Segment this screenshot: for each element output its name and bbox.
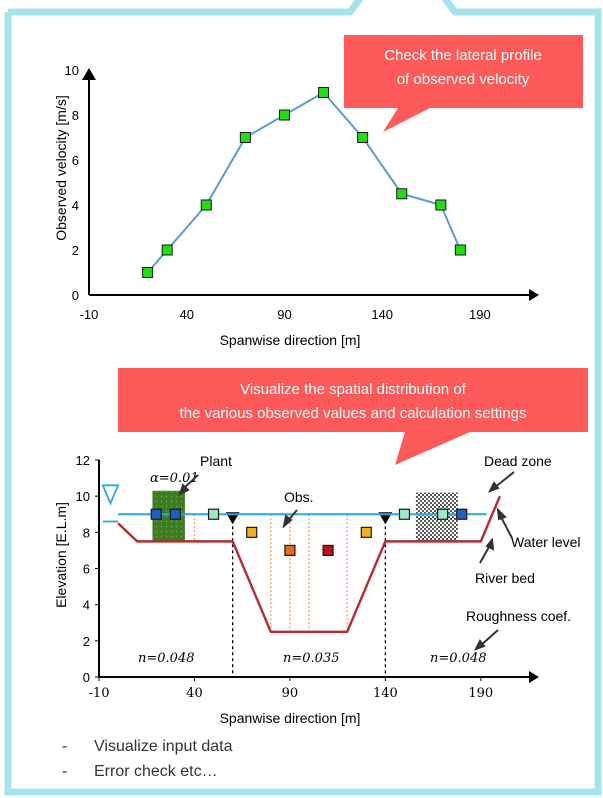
y-tick-label: 2 bbox=[83, 634, 90, 649]
top-callout: Check the lateral profile of observed ve… bbox=[344, 35, 583, 132]
chart1-y-label: Observed velocity [m/s] bbox=[53, 95, 69, 241]
roughness-coef-annotation: Roughness coef. bbox=[466, 608, 571, 624]
y-tick-label: 8 bbox=[72, 108, 79, 123]
x-tick-label: 40 bbox=[179, 307, 193, 322]
observation-point bbox=[398, 508, 411, 520]
data-point bbox=[200, 199, 212, 211]
roughness-left: n=0.048 bbox=[138, 651, 194, 666]
data-point bbox=[454, 244, 466, 256]
dead-zone-annotation: Dead zone bbox=[484, 453, 552, 469]
velocity-chart: -10 40 90 140 190 0 2 4 6 8 10 bbox=[65, 63, 539, 322]
data-point bbox=[396, 188, 408, 200]
x-axis-arrow bbox=[529, 289, 539, 301]
y-tick-label: 0 bbox=[83, 670, 90, 685]
annotation-arrows bbox=[178, 471, 515, 651]
river-bed-annotation: River bed bbox=[475, 570, 535, 586]
observation-point bbox=[437, 508, 449, 520]
data-point bbox=[435, 199, 447, 211]
x-tick-label: -10 bbox=[80, 307, 99, 322]
observation-point bbox=[169, 508, 181, 520]
panel-frame bbox=[4, 0, 602, 796]
chart2-x-label: Spanwise direction [m] bbox=[220, 710, 361, 726]
y-tick-label: 6 bbox=[72, 153, 79, 168]
plant-annotation: Plant bbox=[200, 453, 232, 469]
observation-point bbox=[246, 526, 258, 538]
x-tick-label: 140 bbox=[371, 307, 393, 322]
x-tick-label: 90 bbox=[282, 686, 299, 701]
water-symbol-triangle bbox=[101, 484, 120, 506]
roughness-right: n=0.048 bbox=[430, 651, 486, 666]
obs-annotation: Obs. bbox=[284, 489, 314, 505]
y-tick-label: 2 bbox=[72, 243, 79, 258]
data-point bbox=[161, 244, 173, 256]
data-point bbox=[357, 132, 369, 143]
y-axis-arrow bbox=[82, 68, 96, 80]
y-tick-label: 4 bbox=[83, 598, 90, 613]
chart1-x-label: Spanwise direction [m] bbox=[220, 332, 361, 348]
dead-zone-area bbox=[415, 492, 458, 542]
middle-callout-line1: Visualize the spatial distribution of bbox=[240, 381, 467, 398]
alpha-label: α=0.01 bbox=[150, 471, 199, 486]
data-point bbox=[239, 132, 251, 143]
data-point bbox=[318, 87, 330, 98]
observation-point bbox=[284, 544, 296, 557]
x-tick-label: 140 bbox=[373, 686, 398, 701]
chart2-y-label: Elevation [E.L.m] bbox=[53, 502, 69, 608]
river-bed-line bbox=[117, 495, 502, 633]
cross-section-chart: -10 40 90 140 190 0 2 4 6 8 10 12 bbox=[76, 453, 539, 701]
observation-point bbox=[322, 544, 334, 557]
y-tick-label: 8 bbox=[83, 525, 90, 540]
bullet-item: Error check etc… bbox=[62, 759, 232, 784]
y-tick-label: 6 bbox=[83, 562, 90, 577]
x-axis-arrow bbox=[529, 671, 539, 683]
y-tick-label: 10 bbox=[76, 489, 90, 504]
bullet-item: Visualize input data bbox=[62, 734, 232, 759]
x-tick-label: 90 bbox=[277, 307, 291, 322]
top-callout-line1: Check the lateral profile bbox=[384, 47, 542, 64]
data-point bbox=[142, 267, 154, 278]
observation-point bbox=[207, 508, 220, 520]
bullet-list: Visualize input data Error check etc… bbox=[62, 734, 232, 784]
observation-point bbox=[150, 508, 162, 520]
middle-callout-line2: the various observed values and calculat… bbox=[180, 405, 527, 422]
x-tick-label: 190 bbox=[469, 307, 491, 322]
data-point bbox=[278, 109, 290, 121]
observation-point bbox=[456, 508, 468, 520]
middle-callout: Visualize the spatial distribution of th… bbox=[118, 368, 588, 465]
x-tick-label: -10 bbox=[89, 686, 110, 701]
y-tick-label: 10 bbox=[65, 63, 79, 78]
observation-point bbox=[360, 526, 372, 538]
roughness-middle: n=0.035 bbox=[283, 651, 339, 666]
y-tick-label: 12 bbox=[76, 453, 90, 468]
y-tick-label: 4 bbox=[72, 198, 79, 213]
water-level-annotation: Water level bbox=[511, 534, 581, 550]
x-tick-label: 40 bbox=[186, 686, 203, 701]
top-callout-line2: of observed velocity bbox=[397, 71, 530, 88]
series-line bbox=[146, 91, 462, 274]
x-tick-label: 190 bbox=[468, 686, 493, 701]
y-tick-label: 0 bbox=[72, 288, 79, 303]
